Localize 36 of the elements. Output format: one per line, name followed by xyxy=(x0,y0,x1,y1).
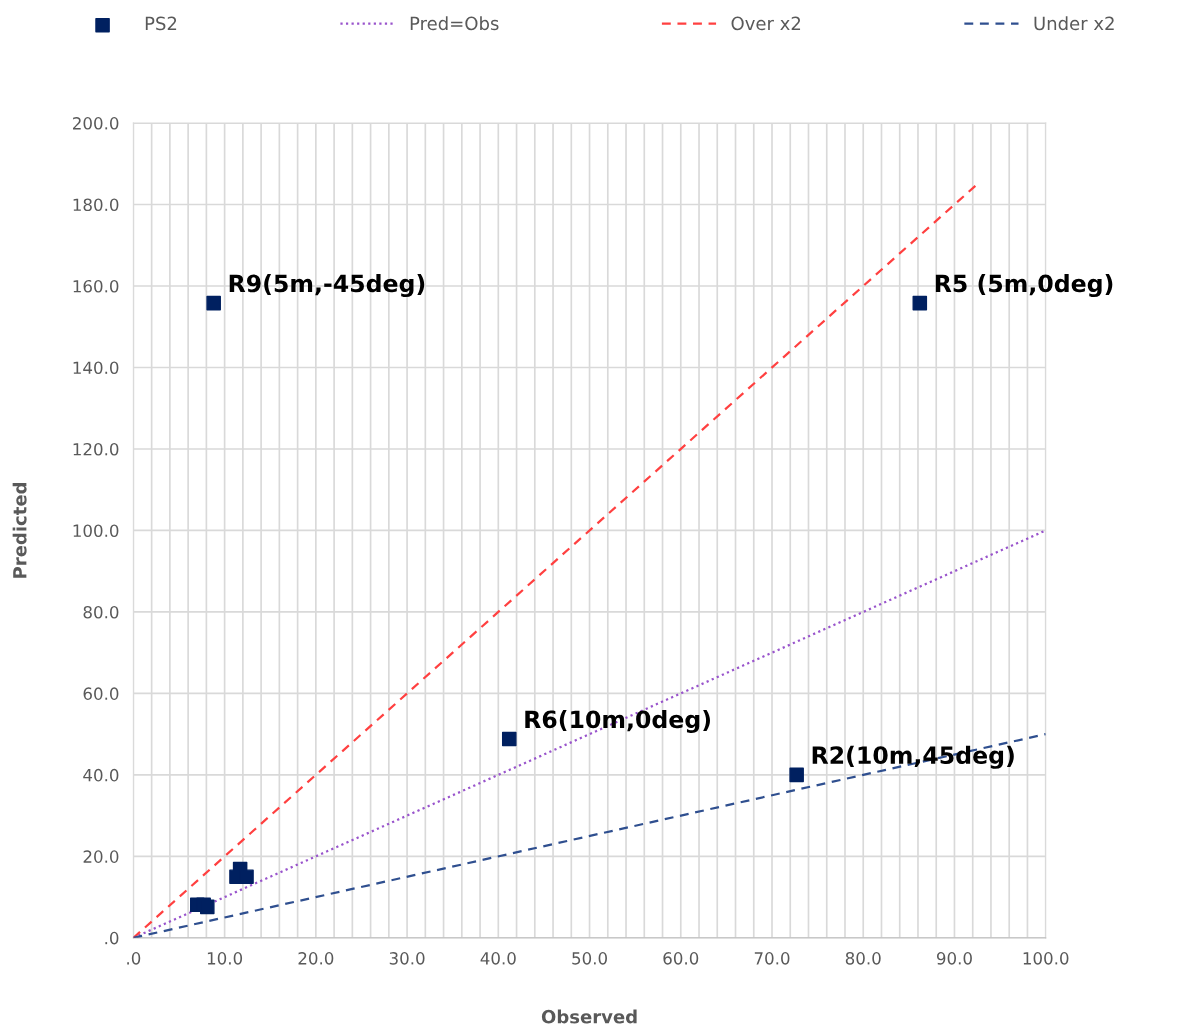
x-tick-label: .0 xyxy=(127,952,141,965)
x-tick-label: 70.0 xyxy=(754,952,790,965)
y-tick-label: 120.0 xyxy=(73,442,119,456)
x-tick-label: 90.0 xyxy=(936,952,972,965)
y-tick-label: 40.0 xyxy=(83,768,119,782)
y-tick-label: .0 xyxy=(105,931,119,945)
x-tick-label: 100.0 xyxy=(1023,952,1069,965)
annotation: R9(5m,-45deg) xyxy=(229,274,425,298)
annotation: R5 (5m,0deg) xyxy=(935,274,1113,298)
legend-label: Over x2 xyxy=(731,16,801,31)
y-tick-label: 20.0 xyxy=(83,850,119,863)
x-tick-label: 10.0 xyxy=(207,952,243,965)
x-tick-label: 50.0 xyxy=(572,952,607,965)
y-tick-label: 160.0 xyxy=(73,279,119,293)
x-tick-label: 40.0 xyxy=(480,952,516,965)
point xyxy=(789,767,804,783)
y-tick-label: 200.0 xyxy=(73,117,119,130)
legend-label: Pred=Obs xyxy=(410,16,499,31)
y-tick-label: 80.0 xyxy=(83,605,119,619)
x-tick-label: 20.0 xyxy=(298,952,334,965)
annotation: R6(10m,0deg) xyxy=(525,709,710,734)
x-tick-label: 60.0 xyxy=(663,952,699,965)
y-axis-title: Predicted xyxy=(12,482,27,578)
point xyxy=(206,295,221,311)
point xyxy=(912,295,928,311)
y-tick-label: 100.0 xyxy=(73,524,119,538)
x-axis-title: Observed xyxy=(541,1009,637,1024)
point xyxy=(501,731,517,747)
y-tick-label: 180.0 xyxy=(73,198,119,212)
x-tick-label: 80.0 xyxy=(845,952,881,965)
legend-label: PS2 xyxy=(145,16,177,31)
legend-label: Under x2 xyxy=(1034,16,1114,31)
point xyxy=(200,899,215,915)
y-tick-label: 60.0 xyxy=(83,687,119,700)
y-tick-label: 140.0 xyxy=(73,361,119,375)
x-tick-label: 30.0 xyxy=(389,952,425,965)
